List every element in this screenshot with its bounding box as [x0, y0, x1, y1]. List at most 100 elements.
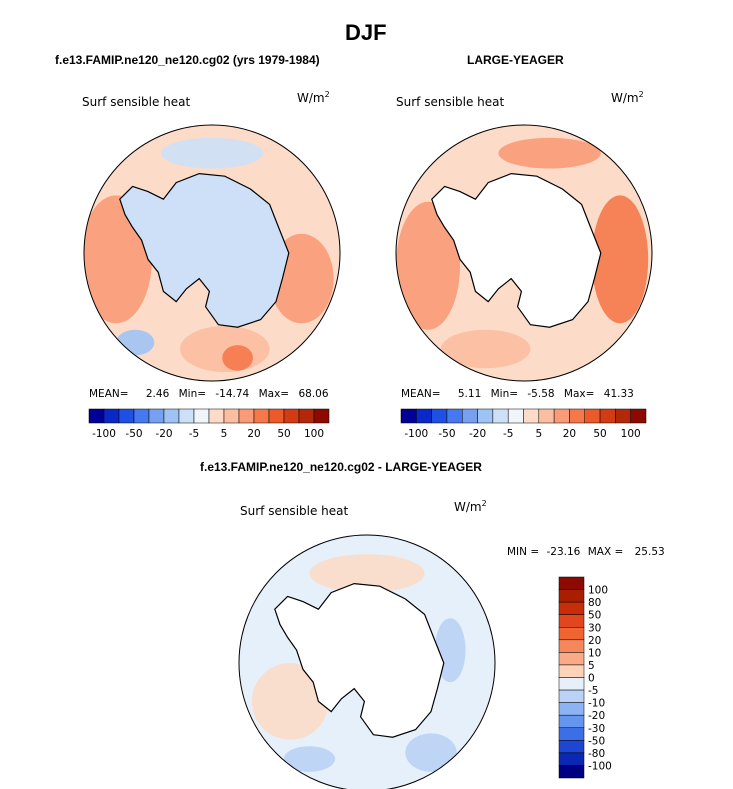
colorbar-swatch — [558, 740, 585, 754]
antarctica-coastline — [274, 582, 445, 738]
colorbar-tick-label: -100 — [92, 428, 116, 440]
colorbar-tick-label: -100 — [404, 428, 428, 440]
colorbar-tick-label: -50 — [588, 735, 605, 747]
panel1-variable-label: Surf sensible heat — [82, 95, 191, 109]
map-border — [238, 534, 496, 789]
colorbar-swatch — [558, 714, 585, 728]
colorbar-swatch — [558, 677, 585, 691]
panel1-mean-label: MEAN= — [89, 388, 129, 400]
colorbar-tick-label: 100 — [588, 585, 608, 597]
panel2-map-content — [395, 124, 653, 382]
colorbar-tick-label: -20 — [469, 428, 486, 440]
colorbar-tick-label: 80 — [588, 597, 601, 609]
panel1-title: f.e13.FAMIP.ne120_ne120.cg02 (yrs 1979-1… — [55, 53, 320, 67]
panel3-stats: MIN = -23.16 MAX = 25.53 — [507, 546, 665, 558]
panel1-max-label: Max= — [258, 388, 290, 400]
colorbar-tick-label: 50 — [588, 610, 601, 622]
colorbar-tick-label: -5 — [189, 428, 199, 440]
colorbar-swatch — [558, 689, 585, 703]
field-patch — [309, 554, 425, 593]
panel2-title: LARGE-YEAGER — [467, 53, 564, 67]
colorbar-swatch — [558, 601, 585, 615]
colorbar-tick-label: 50 — [277, 428, 290, 440]
panel2-stats: MEAN= 5.11 Min= -5.58 Max= 41.33 — [401, 388, 634, 400]
panel2-max-label: Max= — [563, 388, 595, 400]
panel1-mean-value: 2.46 — [145, 388, 170, 400]
field-patch — [160, 137, 264, 169]
field-patch — [396, 201, 460, 330]
colorbar-swatch — [558, 727, 585, 741]
panel1-stats: MEAN= 2.46 Min= -14.74 Max= 68.06 — [89, 388, 329, 400]
panel2-units: W/m2 — [611, 90, 644, 105]
panel3-min-value: -23.16 — [546, 546, 581, 558]
colorbar-tick-label: 100 — [621, 428, 641, 440]
panel3-min-label: MIN = — [507, 546, 540, 558]
map-border — [83, 124, 341, 382]
colorbar-tick-label: 20 — [563, 428, 576, 440]
colorbar-swatch — [558, 752, 585, 766]
colorbar-tick-label: 0 — [588, 673, 595, 685]
colorbar-tick-label: 50 — [593, 428, 606, 440]
colorbar-tick-label: -50 — [438, 428, 455, 440]
panel3-max-label: MAX = — [587, 546, 624, 558]
panel2-max-value: 41.33 — [603, 388, 634, 400]
colorbar-swatch — [558, 614, 585, 628]
field-patch — [222, 345, 253, 371]
panel1-map-content — [83, 124, 341, 382]
colorbar-tick-label: 20 — [247, 428, 260, 440]
colorbar-tick-label: -30 — [588, 723, 605, 735]
antarctica-coastline — [431, 172, 602, 328]
colorbar-tick-label: 5 — [535, 428, 542, 440]
colorbar-tick-label: -100 — [588, 760, 612, 772]
panel3-variable-label: Surf sensible heat — [240, 504, 349, 518]
colorbar-tick-label: -5 — [588, 685, 598, 697]
panel2-variable-label: Surf sensible heat — [396, 95, 505, 109]
colorbar-swatch — [558, 589, 585, 603]
colorbar-tick-label: -5 — [503, 428, 513, 440]
colorbar-swatch — [558, 664, 585, 678]
panel3-units: W/m2 — [454, 499, 487, 514]
page-title: DJF — [345, 20, 387, 45]
panel1-max-value: 68.06 — [298, 388, 329, 400]
colorbar-tick-label: -80 — [588, 748, 605, 760]
panel1-min-label: Min= — [178, 388, 207, 400]
field-patch — [405, 733, 457, 772]
colorbar-tick-label: 5 — [588, 660, 595, 672]
colorbar-tick-label: 5 — [221, 428, 228, 440]
map-border — [395, 124, 653, 382]
field-patch — [251, 663, 329, 740]
field-patch — [591, 195, 649, 324]
colorbar-swatch — [558, 576, 585, 590]
field-patch — [440, 329, 531, 369]
colorbar-swatch — [558, 652, 585, 666]
colorbar-tick-label: -20 — [588, 710, 605, 722]
colorbar-tick-label: 30 — [588, 622, 601, 634]
field-patch — [498, 137, 601, 169]
colorbar-tick-label: 20 — [588, 635, 601, 647]
colorbar-tick-label: 10 — [588, 647, 601, 659]
antarctica-coastline — [119, 172, 290, 328]
colorbar-swatch — [558, 627, 585, 641]
colorbar-tick-label: -50 — [125, 428, 142, 440]
colorbar-swatch — [558, 765, 585, 779]
panel2-min-value: -5.58 — [527, 388, 555, 400]
panel3-max-value: 25.53 — [634, 546, 665, 558]
panel1-min-value: -14.74 — [215, 388, 250, 400]
colorbar-tick-label: 100 — [304, 428, 324, 440]
panel2-mean-value: 5.11 — [457, 388, 482, 400]
panel1-units: W/m2 — [297, 90, 330, 105]
panel2-mean-label: MEAN= — [401, 388, 441, 400]
field-patch — [283, 746, 335, 772]
colorbar-swatch — [313, 408, 330, 424]
panel2-min-label: Min= — [490, 388, 519, 400]
panel3-title: f.e13.FAMIP.ne120_ne120.cg02 - LARGE-YEA… — [200, 460, 482, 474]
panel3-map-content — [238, 534, 496, 789]
colorbar-tick-label: -20 — [155, 428, 172, 440]
colorbar-tick-label: -10 — [588, 698, 605, 710]
